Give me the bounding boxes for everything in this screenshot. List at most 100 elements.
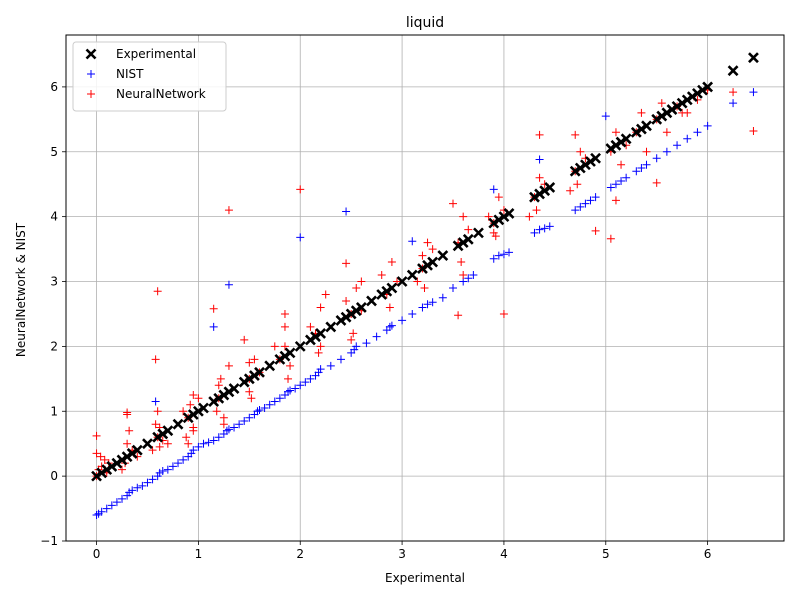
data-point (238, 376, 250, 388)
data-point (128, 486, 137, 495)
chart-title: liquid (406, 15, 444, 31)
data-point (286, 361, 295, 370)
data-point (184, 439, 193, 448)
data-point (216, 374, 225, 383)
data-point (126, 448, 138, 459)
legend-marker (87, 90, 95, 98)
data-point (224, 425, 233, 434)
data-point (357, 277, 366, 286)
data-point (387, 258, 396, 267)
data-point (151, 420, 160, 429)
data-point (727, 65, 739, 77)
data-point (151, 397, 160, 406)
data-point (454, 311, 463, 320)
data-point (464, 274, 473, 283)
data-point (539, 185, 551, 197)
data-point (228, 383, 240, 394)
data-point (396, 276, 408, 287)
data-point (245, 413, 254, 422)
data-point (532, 206, 541, 215)
data-point (264, 360, 276, 372)
data-point (491, 232, 500, 241)
data-point (535, 155, 544, 164)
data-point (284, 347, 296, 359)
data-point (622, 173, 631, 182)
data-point (107, 501, 116, 510)
data-point (408, 309, 417, 318)
data-point (102, 504, 111, 513)
data-point (187, 409, 199, 420)
data-point (355, 302, 367, 313)
data-point (489, 185, 498, 194)
data-point (601, 112, 610, 121)
data-point (489, 228, 498, 237)
data-point (335, 315, 347, 326)
data-point (91, 470, 102, 482)
data-point (606, 234, 615, 243)
data-point (224, 206, 233, 215)
data-point (314, 368, 323, 377)
data-point (581, 199, 590, 208)
data-point (494, 193, 503, 202)
data-point (420, 284, 429, 292)
data-point (92, 449, 101, 458)
data-point (637, 163, 646, 172)
data-point (253, 407, 262, 416)
legend: Experimental NIST NeuralNetwork (72, 41, 227, 112)
data-point (222, 426, 231, 435)
data-point (591, 193, 600, 202)
data-point (111, 457, 123, 469)
data-point (214, 381, 223, 390)
y-tick-label: −1 (40, 534, 58, 548)
data-point (576, 147, 585, 156)
data-point (157, 428, 169, 440)
data-point (641, 120, 652, 132)
data-point (385, 322, 394, 331)
data-point (428, 298, 437, 307)
data-point (574, 162, 586, 174)
data-point (186, 400, 195, 409)
data-point (158, 466, 167, 475)
axis-ticks: 0 1 2 3 4 5 6 −1 0 1 2 3 4 5 6 (40, 80, 711, 561)
data-point (187, 449, 196, 458)
data-point (692, 87, 703, 99)
series-experimental (91, 52, 759, 482)
data-point (336, 355, 345, 364)
data-point (676, 97, 688, 109)
data-point (661, 107, 673, 119)
data-point (342, 296, 351, 305)
data-point (306, 374, 315, 383)
data-point (579, 159, 591, 171)
data-point (610, 139, 622, 151)
data-point (464, 225, 473, 234)
data-point (101, 464, 113, 476)
data-point (611, 128, 620, 137)
plot-frame (65, 34, 785, 542)
data-point (617, 176, 626, 185)
data-point (408, 237, 417, 246)
y-tick-label: 2 (50, 339, 58, 353)
data-point (635, 123, 647, 135)
data-point (545, 222, 554, 231)
data-point (350, 305, 362, 317)
data-point (473, 227, 484, 239)
data-point (142, 438, 153, 450)
data-point (148, 475, 157, 484)
data-point (240, 335, 249, 344)
data-point (189, 423, 198, 432)
data-point (254, 366, 265, 378)
data-point (366, 295, 377, 307)
data-point (306, 322, 315, 331)
data-point (163, 439, 172, 448)
data-point (611, 180, 620, 189)
data-point (265, 400, 274, 409)
data-point (372, 332, 381, 341)
data-point (121, 451, 133, 463)
data-point (247, 394, 256, 403)
data-point (729, 99, 738, 108)
data-point (212, 407, 221, 416)
data-point (209, 436, 218, 445)
data-point (255, 405, 264, 414)
series-nist (92, 88, 758, 520)
